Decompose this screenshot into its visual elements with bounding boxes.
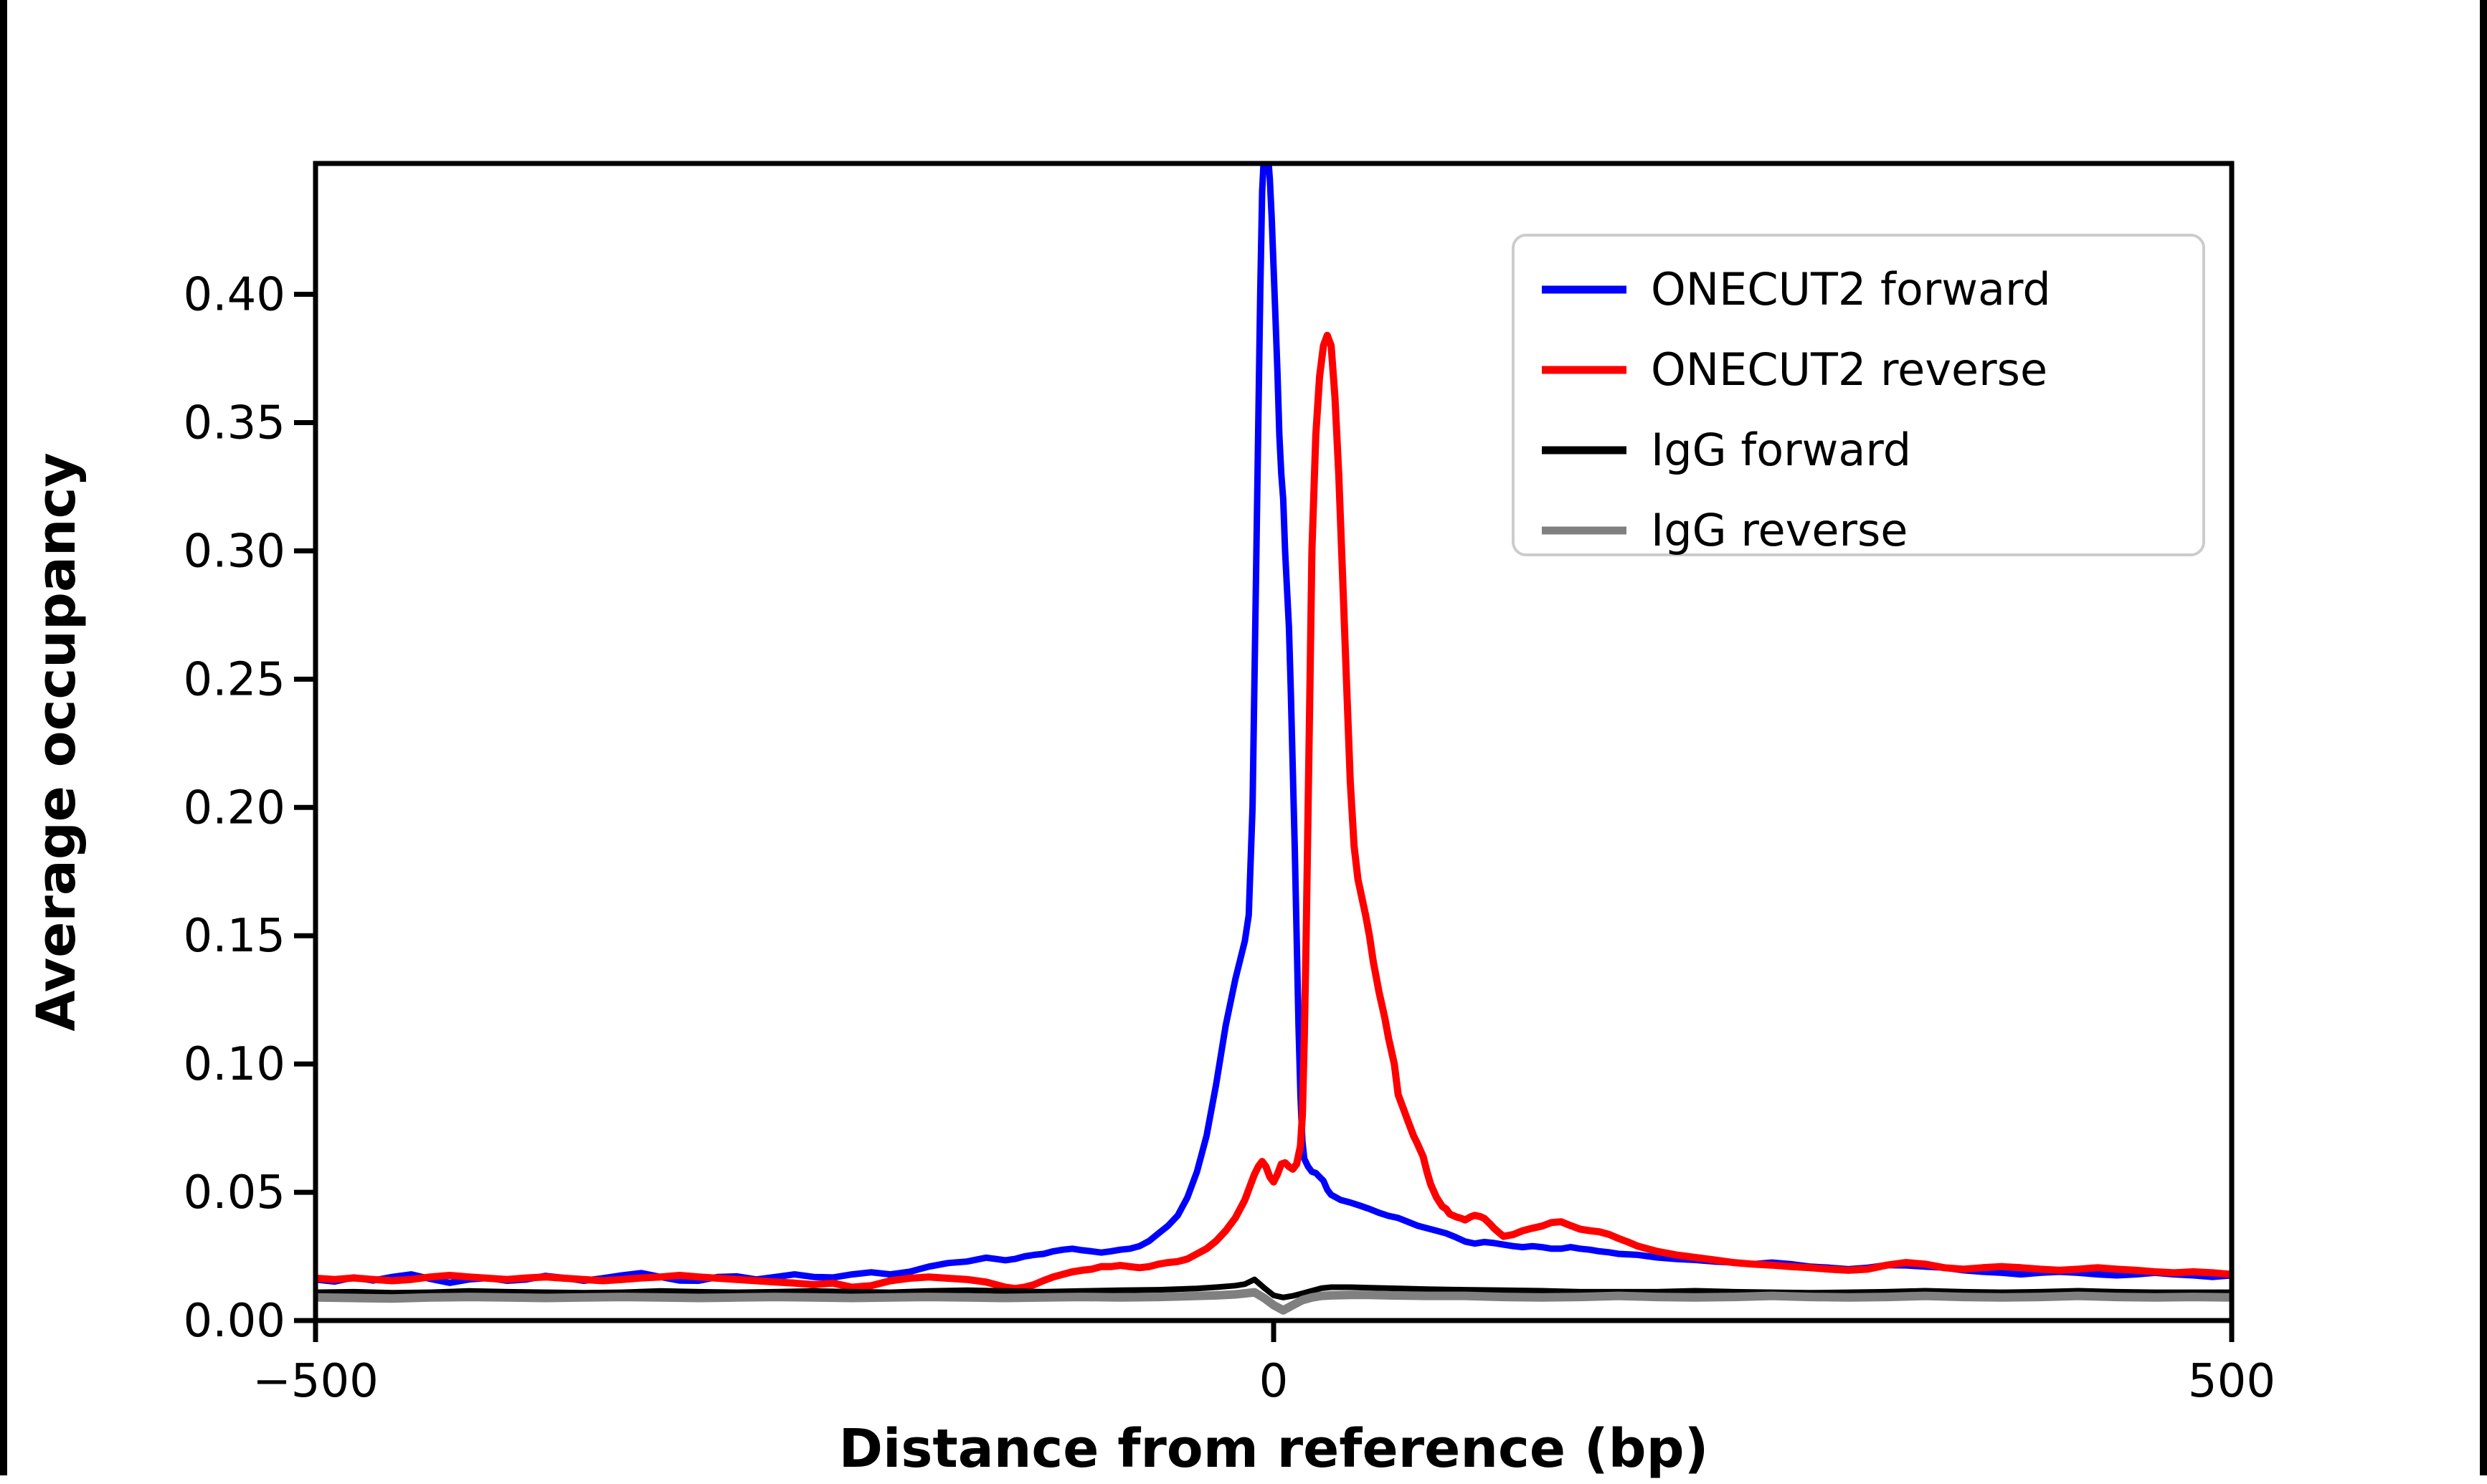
y-tick-label: 0.40 bbox=[184, 269, 286, 322]
y-tick-label: 0.30 bbox=[184, 525, 286, 578]
series-line-igg-forward bbox=[316, 1276, 2232, 1300]
legend-box bbox=[1512, 234, 2205, 556]
series-line-onecut2-reverse bbox=[316, 331, 2232, 1293]
x-axis-label: Distance from reference (bp) bbox=[839, 1418, 1709, 1480]
ticks-layer: −500 0 500 0.00 0.05 0.10 0.15 0.20 0.25 0.30 0.35… bbox=[184, 269, 2276, 1408]
y-tick-label: 0.00 bbox=[184, 1295, 286, 1348]
y-tick-label: 0.15 bbox=[184, 910, 286, 963]
legend-label-igg-forward: IgG forward bbox=[1651, 424, 1911, 476]
y-tick-label: 0.10 bbox=[184, 1038, 286, 1091]
y-tick-label: 0.20 bbox=[184, 781, 286, 834]
legend-item: ONECUT2 forward bbox=[1542, 263, 2051, 315]
screen-edge-left bbox=[0, 0, 7, 1475]
series-layer bbox=[316, 163, 2232, 1315]
x-tick-label: 0 bbox=[1259, 1355, 1289, 1408]
y-tick-label: 0.05 bbox=[184, 1166, 286, 1219]
legend-item: IgG reverse bbox=[1542, 504, 1908, 556]
legend-item: IgG forward bbox=[1542, 424, 1911, 476]
y-axis-label: Average occupancy bbox=[26, 452, 87, 1031]
legend-item: ONECUT2 reverse bbox=[1542, 343, 2047, 396]
x-tick-label: 500 bbox=[2188, 1355, 2275, 1408]
legend: ONECUT2 forward ONECUT2 reverse IgG forw… bbox=[1512, 234, 2205, 556]
y-tick-label: 0.25 bbox=[184, 653, 286, 706]
legend-label-igg-reverse: IgG reverse bbox=[1651, 504, 1908, 556]
x-tick-label: −500 bbox=[252, 1355, 379, 1408]
legend-label-onecut2-forward: ONECUT2 forward bbox=[1651, 263, 2051, 315]
y-tick-label: 0.35 bbox=[184, 396, 286, 450]
series-line-igg-reverse bbox=[316, 1288, 2232, 1315]
legend-label-onecut2-reverse: ONECUT2 reverse bbox=[1651, 343, 2047, 396]
screen-edge-right bbox=[2480, 0, 2487, 1475]
